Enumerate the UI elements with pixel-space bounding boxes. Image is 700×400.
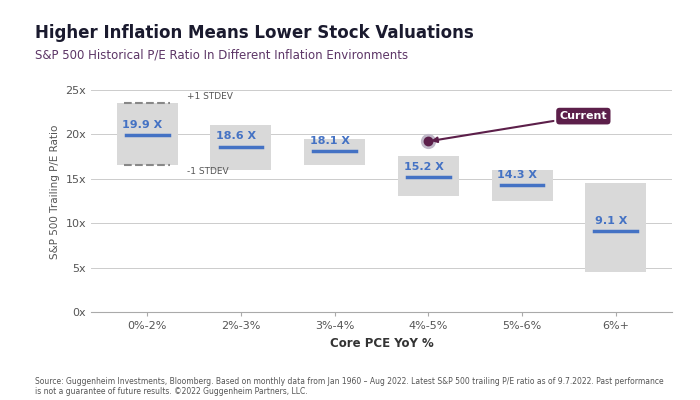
Bar [304, 139, 365, 165]
Text: 15.2 X: 15.2 X [404, 162, 444, 172]
Text: 9.1 X: 9.1 X [595, 216, 627, 226]
X-axis label: Core PCE YoY %: Core PCE YoY % [330, 336, 433, 350]
Point [423, 138, 434, 144]
Y-axis label: S&P 500 Trailing P/E Ratio: S&P 500 Trailing P/E Ratio [50, 125, 60, 259]
Text: S&P 500 Historical P/E Ratio In Different Inflation Environments: S&P 500 Historical P/E Ratio In Differen… [35, 49, 408, 62]
Bar [398, 156, 458, 196]
Bar [585, 183, 646, 272]
Text: +1 STDEV: +1 STDEV [187, 92, 232, 101]
Text: 14.3 X: 14.3 X [498, 170, 538, 180]
Text: 18.6 X: 18.6 X [216, 131, 256, 141]
Bar [211, 125, 272, 170]
Bar [117, 103, 178, 165]
Text: Source: Guggenheim Investments, Bloomberg. Based on monthly data from Jan 1960 –: Source: Guggenheim Investments, Bloomber… [35, 377, 664, 396]
Text: GUGGENHEIM: GUGGENHEIM [21, 19, 171, 38]
Text: 19.9 X: 19.9 X [122, 120, 162, 130]
Point [423, 138, 434, 144]
Text: Current: Current [433, 111, 607, 142]
Text: 18.1 X: 18.1 X [310, 136, 350, 146]
Bar [491, 170, 552, 201]
Text: -1 STDEV: -1 STDEV [187, 167, 228, 176]
Text: Higher Inflation Means Lower Stock Valuations: Higher Inflation Means Lower Stock Valua… [35, 24, 474, 42]
